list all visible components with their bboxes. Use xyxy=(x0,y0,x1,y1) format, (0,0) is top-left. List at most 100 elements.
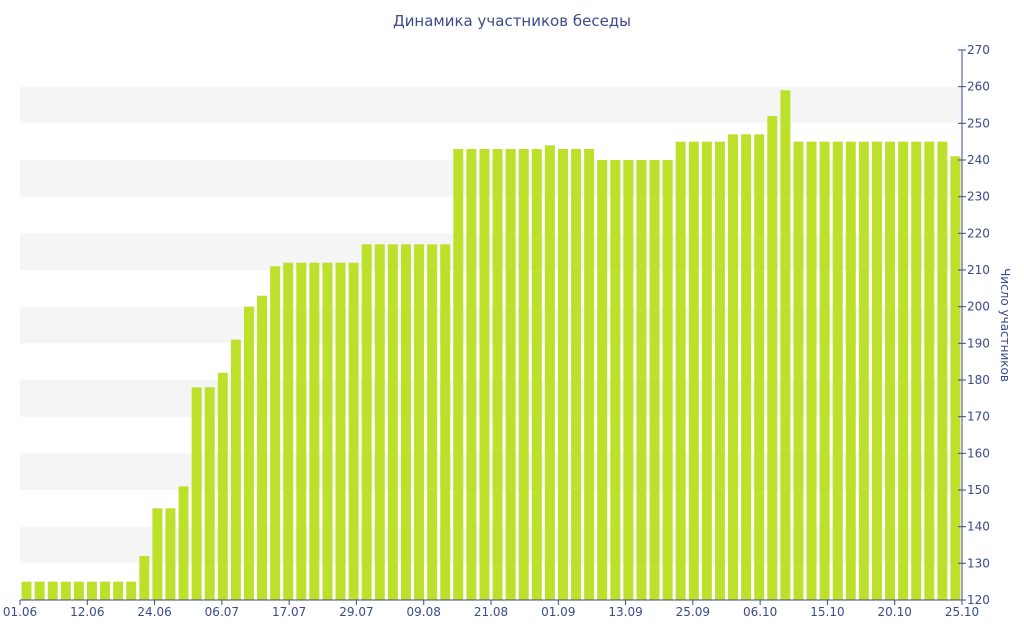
bar xyxy=(767,116,778,600)
bar xyxy=(400,244,411,601)
bar xyxy=(492,149,503,600)
bar xyxy=(701,141,712,600)
bar xyxy=(662,160,673,600)
y-tick-label: 240 xyxy=(967,153,990,167)
bar xyxy=(204,387,215,600)
bar xyxy=(531,149,542,600)
y-tick-label: 210 xyxy=(967,263,990,277)
chart-title: Динамика участников беседы xyxy=(392,12,632,30)
grid-band xyxy=(20,526,962,564)
bar xyxy=(152,508,163,600)
bar xyxy=(230,339,241,600)
bar xyxy=(217,372,228,600)
bar xyxy=(21,581,32,600)
x-tick-label: 21.08 xyxy=(474,605,508,619)
bar xyxy=(283,262,294,600)
bar xyxy=(322,262,333,600)
bar xyxy=(858,141,869,600)
x-tick-label: 25.10 xyxy=(945,605,979,619)
bar xyxy=(270,266,281,600)
y-tick-label: 270 xyxy=(967,43,990,57)
x-tick-label: 13.09 xyxy=(608,605,642,619)
bar xyxy=(361,244,372,601)
bar xyxy=(688,141,699,600)
bar xyxy=(898,141,909,600)
y-tick-label: 130 xyxy=(967,556,990,570)
bar xyxy=(427,244,438,601)
x-tick-label: 06.10 xyxy=(743,605,777,619)
x-tick-label: 24.06 xyxy=(137,605,171,619)
bar xyxy=(544,145,555,601)
bar xyxy=(126,581,137,600)
y-tick-label: 180 xyxy=(967,373,990,387)
bar xyxy=(348,262,359,600)
x-tick-label: 06.07 xyxy=(205,605,239,619)
bar xyxy=(374,244,385,601)
bar xyxy=(819,141,830,600)
bar xyxy=(86,581,97,600)
y-tick-label: 200 xyxy=(967,300,990,314)
bar xyxy=(597,160,608,600)
grid-band xyxy=(20,160,962,197)
bar xyxy=(675,141,686,600)
x-tick-label: 20.10 xyxy=(878,605,912,619)
bar xyxy=(950,156,961,601)
bar xyxy=(335,262,346,600)
y-tick-label: 230 xyxy=(967,190,990,204)
bar xyxy=(793,141,804,600)
y-tick-label: 150 xyxy=(967,483,990,497)
bar xyxy=(191,387,202,600)
bar xyxy=(557,149,568,600)
grid-band xyxy=(20,86,962,124)
x-axis: 01.06 12.06 24.06 06.07 17.07 29.07 09.08 21.08… xyxy=(3,599,979,619)
bar xyxy=(479,149,490,600)
bar xyxy=(518,149,529,600)
bar xyxy=(885,141,896,600)
bar xyxy=(571,149,582,600)
bar xyxy=(754,134,765,601)
x-tick-label: 12.06 xyxy=(70,605,104,619)
grid-band xyxy=(20,306,962,344)
bar xyxy=(165,508,176,600)
bar xyxy=(414,244,425,601)
y-tick-label: 120 xyxy=(967,593,990,607)
grid-band xyxy=(20,380,962,417)
bar xyxy=(296,262,307,600)
bar xyxy=(34,581,45,600)
bar xyxy=(728,134,739,601)
bar xyxy=(871,141,882,600)
bar xyxy=(584,149,595,600)
bar xyxy=(924,141,935,600)
bar xyxy=(466,149,477,600)
bar xyxy=(636,160,647,600)
bar xyxy=(309,262,320,600)
bar xyxy=(178,486,189,600)
x-tick-label: 17.07 xyxy=(272,605,306,619)
x-tick-label: 25.09 xyxy=(676,605,710,619)
y-tick-label: 260 xyxy=(967,80,990,94)
bar xyxy=(440,244,451,601)
bars xyxy=(21,90,961,601)
bar xyxy=(387,244,398,601)
bar xyxy=(60,581,71,600)
background-bands xyxy=(20,86,962,564)
y-tick-label: 220 xyxy=(967,226,990,240)
x-tick-label: 15.10 xyxy=(810,605,844,619)
bar xyxy=(113,581,124,600)
x-tick-label: 09.08 xyxy=(407,605,441,619)
bar xyxy=(911,141,922,600)
bar xyxy=(741,134,752,601)
bar xyxy=(73,581,84,600)
bar xyxy=(453,149,464,600)
y-tick-label: 140 xyxy=(967,520,990,534)
bar xyxy=(139,556,150,600)
bar xyxy=(505,149,516,600)
bar xyxy=(610,160,621,600)
y-tick-label: 190 xyxy=(967,336,990,350)
bar xyxy=(937,141,948,600)
bar xyxy=(623,160,634,600)
grid-band xyxy=(20,453,962,490)
grid-band xyxy=(20,233,962,270)
y-tick-label: 250 xyxy=(967,116,990,130)
